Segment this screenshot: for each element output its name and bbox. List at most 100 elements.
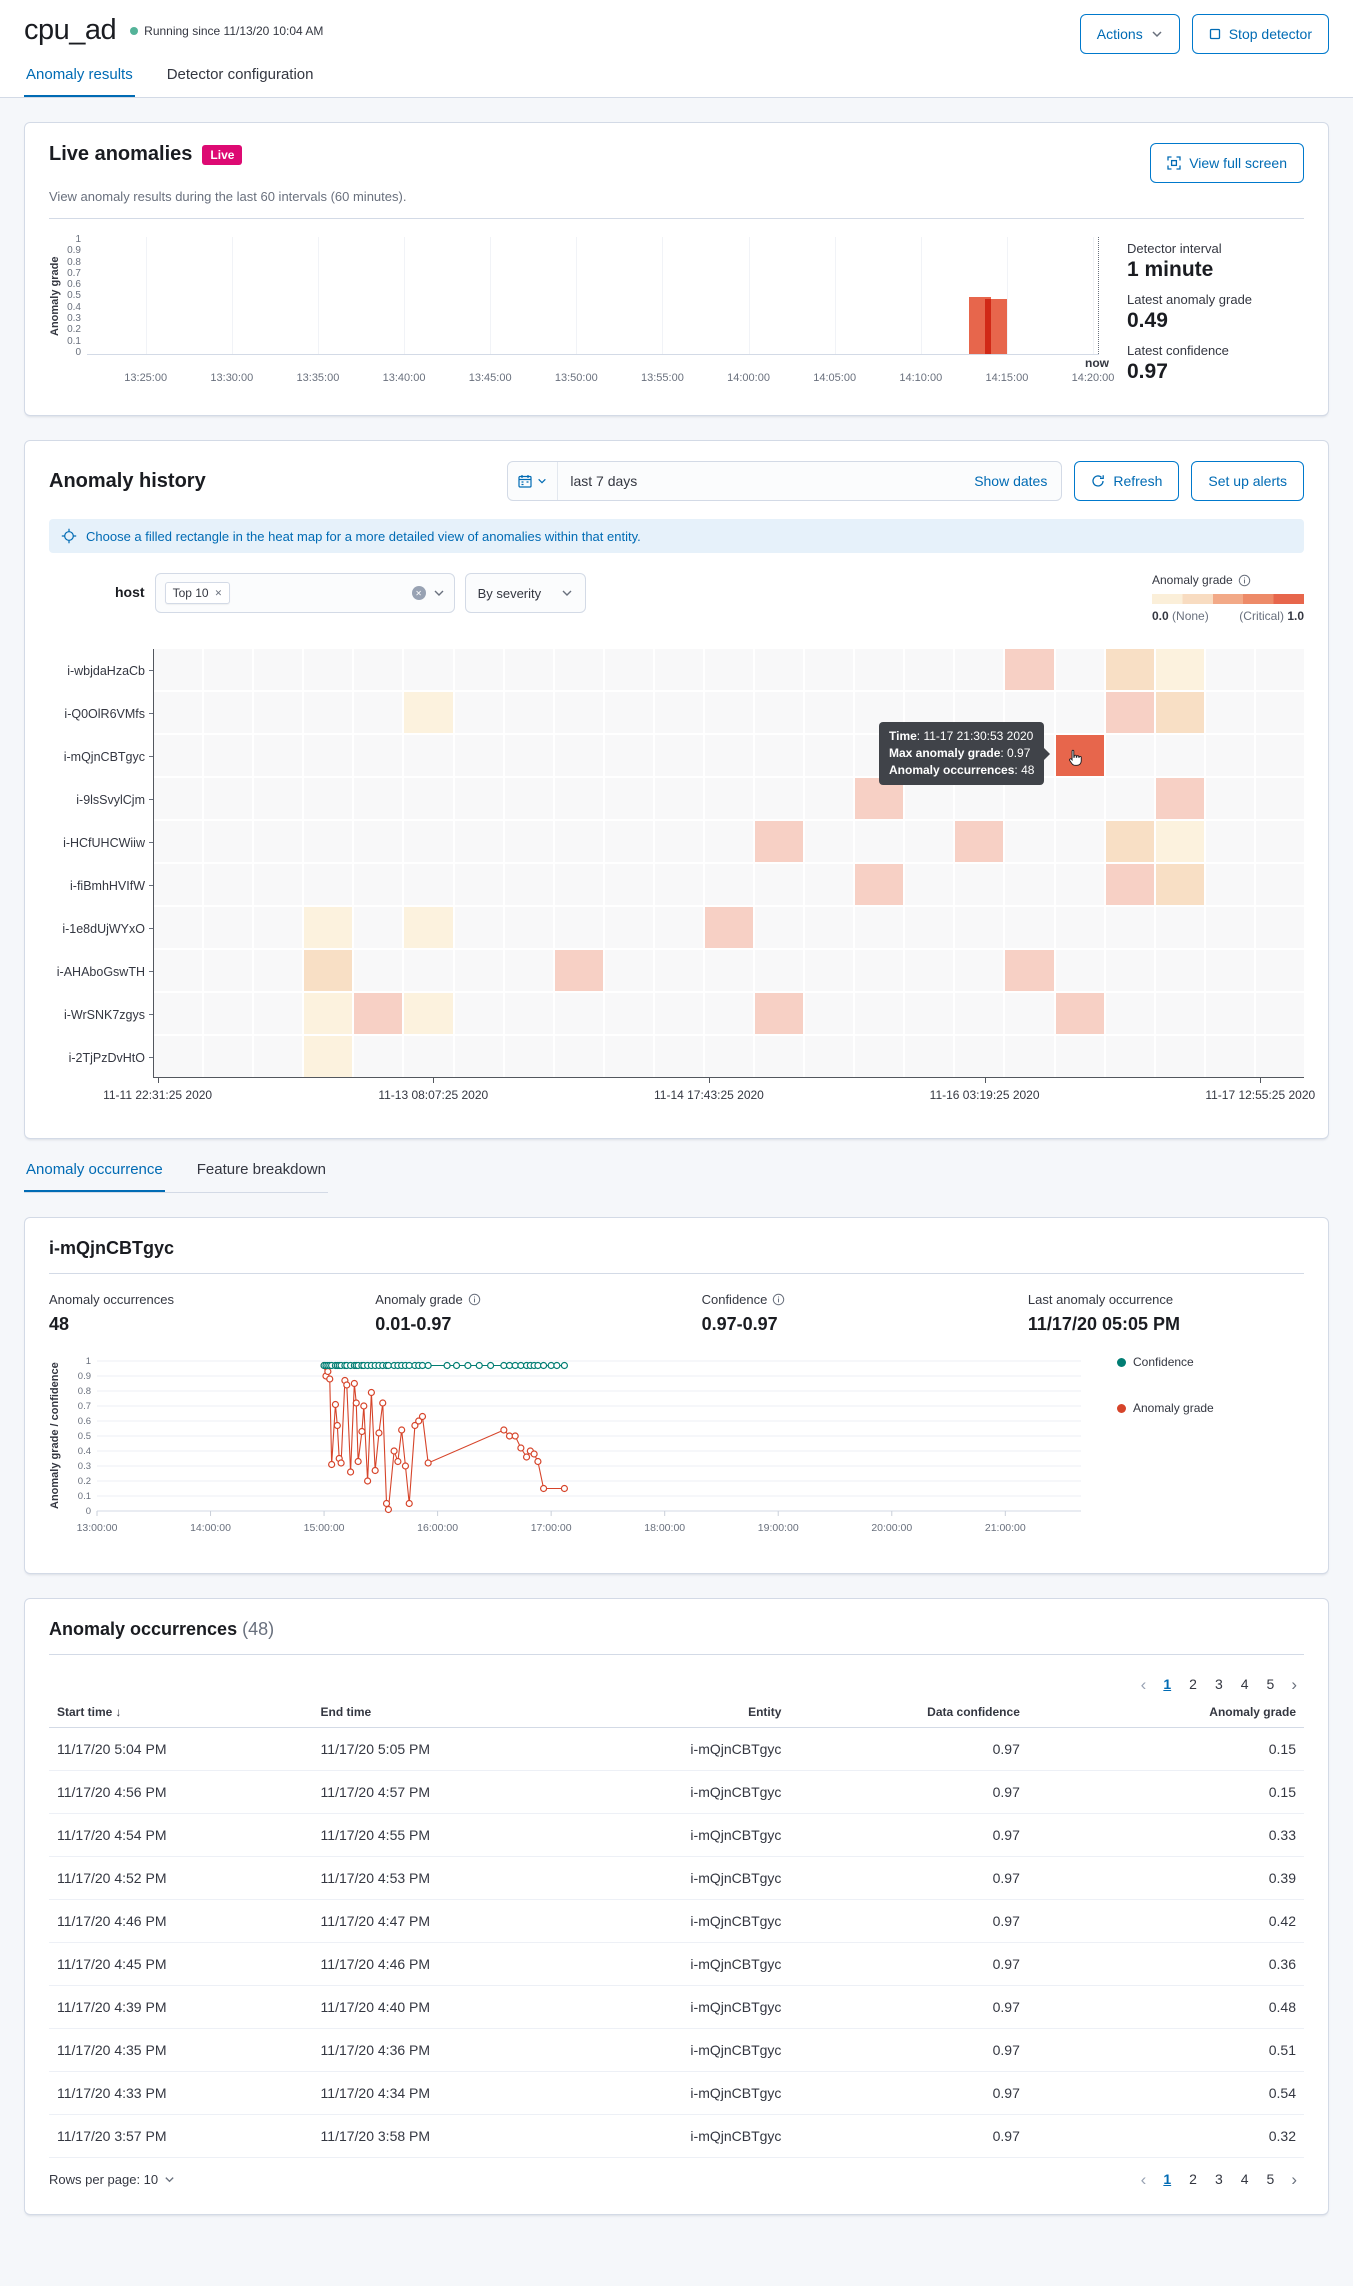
heatmap-cell[interactable] xyxy=(254,950,303,991)
heatmap-cell[interactable] xyxy=(304,907,353,948)
heatmap-cell[interactable] xyxy=(805,692,854,733)
heatmap-cell[interactable] xyxy=(204,735,253,776)
heatmap-cell[interactable] xyxy=(1105,649,1154,690)
heatmap-cell[interactable] xyxy=(254,864,303,905)
heatmap-cell[interactable] xyxy=(504,821,553,862)
heatmap-cell[interactable] xyxy=(354,735,403,776)
heatmap-cell[interactable] xyxy=(304,778,353,819)
heatmap-cell[interactable] xyxy=(154,950,203,991)
heatmap-cell[interactable] xyxy=(1105,907,1154,948)
heatmap-cell[interactable] xyxy=(554,821,603,862)
sort-by-select[interactable]: By severity xyxy=(464,573,587,613)
previous-page-icon[interactable]: ‹ xyxy=(1140,1674,1147,1694)
heatmap-cell[interactable] xyxy=(304,950,353,991)
heatmap-cell[interactable] xyxy=(805,993,854,1034)
heatmap-cell[interactable] xyxy=(955,993,1004,1034)
heatmap-cell[interactable] xyxy=(1255,950,1304,991)
heatmap-cell[interactable] xyxy=(1155,735,1204,776)
page-button-4[interactable]: 4 xyxy=(1240,1676,1249,1692)
heatmap-cell[interactable] xyxy=(204,907,253,948)
clear-selection-icon[interactable]: ✕ xyxy=(411,586,426,600)
heatmap-cell[interactable] xyxy=(755,950,804,991)
heatmap-cell[interactable] xyxy=(1255,864,1304,905)
column-header-end-time[interactable]: End time xyxy=(312,1697,564,1728)
heatmap-cell[interactable] xyxy=(554,649,603,690)
heatmap-cell[interactable] xyxy=(1255,778,1304,819)
heatmap-cell[interactable] xyxy=(1105,692,1154,733)
heatmap-cell[interactable] xyxy=(204,649,253,690)
heatmap-cell[interactable] xyxy=(504,735,553,776)
heatmap-cell[interactable] xyxy=(554,864,603,905)
heatmap-cell[interactable] xyxy=(604,950,653,991)
heatmap-cell[interactable] xyxy=(204,821,253,862)
heatmap-cell[interactable] xyxy=(955,907,1004,948)
heatmap-cell[interactable] xyxy=(955,649,1004,690)
heatmap-cell[interactable] xyxy=(1255,821,1304,862)
heatmap-cell[interactable] xyxy=(554,1036,603,1077)
heatmap-cell[interactable] xyxy=(454,778,503,819)
heatmap-cell[interactable] xyxy=(154,735,203,776)
heatmap-cell[interactable] xyxy=(855,1036,904,1077)
heatmap-cell[interactable] xyxy=(204,864,253,905)
heatmap-cell[interactable] xyxy=(1005,950,1054,991)
heatmap-cell[interactable] xyxy=(1155,1036,1204,1077)
page-button-4[interactable]: 4 xyxy=(1240,2171,1249,2187)
column-header-anomaly-grade[interactable]: Anomaly grade xyxy=(1027,1697,1304,1728)
heatmap-cell[interactable] xyxy=(604,778,653,819)
heatmap-cell[interactable] xyxy=(805,735,854,776)
heatmap-cell[interactable] xyxy=(454,821,503,862)
heatmap-cell[interactable] xyxy=(454,735,503,776)
heatmap-cell[interactable] xyxy=(1105,735,1154,776)
heatmap-cell[interactable] xyxy=(504,950,553,991)
heatmap-cell[interactable] xyxy=(554,735,603,776)
heatmap-cell[interactable] xyxy=(204,1036,253,1077)
heatmap-cell[interactable] xyxy=(604,649,653,690)
heatmap-cell[interactable] xyxy=(654,907,703,948)
heatmap-cell[interactable] xyxy=(204,692,253,733)
heatmap-cell[interactable] xyxy=(1055,907,1104,948)
heatmap-cell[interactable] xyxy=(404,907,453,948)
heatmap-cell[interactable] xyxy=(254,735,303,776)
heatmap-cell[interactable] xyxy=(1055,950,1104,991)
heatmap-cell[interactable] xyxy=(154,993,203,1034)
heatmap-cell[interactable] xyxy=(1005,993,1054,1034)
heatmap-cell[interactable] xyxy=(1055,778,1104,819)
heatmap-cell[interactable] xyxy=(755,649,804,690)
heatmap-cell[interactable] xyxy=(955,864,1004,905)
heatmap-cell[interactable] xyxy=(504,993,553,1034)
heatmap-cell[interactable] xyxy=(354,864,403,905)
heatmap-cell[interactable] xyxy=(504,907,553,948)
heatmap-cell[interactable] xyxy=(1155,907,1204,948)
heatmap-cell[interactable] xyxy=(905,907,954,948)
heatmap-cell[interactable] xyxy=(504,692,553,733)
heatmap-cell[interactable] xyxy=(404,821,453,862)
page-button-2[interactable]: 2 xyxy=(1189,1676,1197,1692)
heatmap-cell[interactable] xyxy=(1005,907,1054,948)
pill-close-icon[interactable]: ✕ xyxy=(214,587,223,598)
heatmap-cell[interactable] xyxy=(1055,864,1104,905)
heatmap-cell[interactable] xyxy=(1205,993,1254,1034)
heatmap-cell[interactable] xyxy=(354,993,403,1034)
heatmap-cell[interactable] xyxy=(654,735,703,776)
heatmap-cell[interactable] xyxy=(454,1036,503,1077)
heatmap-cell[interactable] xyxy=(1105,950,1154,991)
heatmap-cell[interactable] xyxy=(404,993,453,1034)
heatmap-cell[interactable] xyxy=(1055,649,1104,690)
heatmap-cell[interactable] xyxy=(905,821,954,862)
heatmap-cell[interactable] xyxy=(704,993,754,1034)
page-button-1[interactable]: 1 xyxy=(1163,1676,1172,1692)
heatmap-cell[interactable] xyxy=(1055,735,1104,776)
heatmap-cell[interactable] xyxy=(755,907,804,948)
page-button-3[interactable]: 3 xyxy=(1214,1676,1223,1692)
heatmap-cell[interactable] xyxy=(254,1036,303,1077)
heatmap-cell[interactable] xyxy=(604,821,653,862)
heatmap-cell[interactable] xyxy=(454,692,503,733)
heatmap-cell[interactable] xyxy=(354,907,403,948)
heatmap-cell[interactable] xyxy=(905,1036,954,1077)
heatmap-cell[interactable] xyxy=(704,735,754,776)
tab-detector-configuration[interactable]: Detector configuration xyxy=(166,66,314,83)
heatmap-cell[interactable] xyxy=(454,907,503,948)
tab-anomaly-occurrence[interactable]: Anomaly occurrence xyxy=(24,1161,165,1192)
heatmap-cell[interactable] xyxy=(855,907,904,948)
setup-alerts-button[interactable]: Set up alerts xyxy=(1191,461,1304,501)
